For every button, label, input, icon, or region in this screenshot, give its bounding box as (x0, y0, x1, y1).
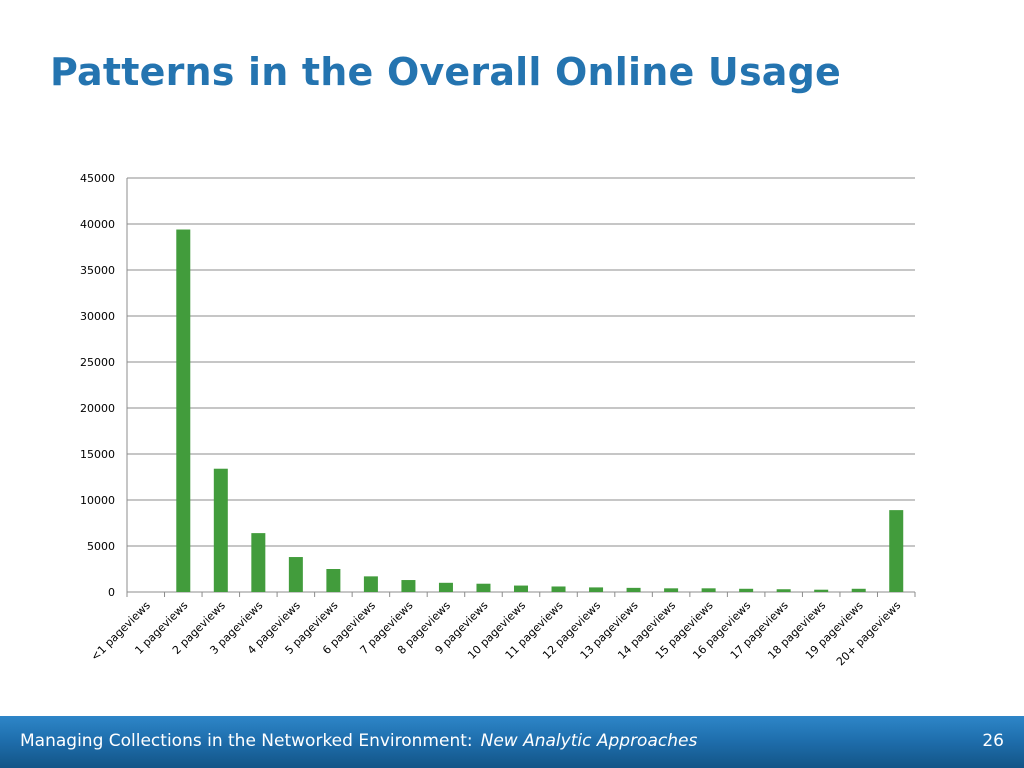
footer-text: Managing Collections in the Networked En… (20, 731, 697, 751)
y-tick-label: 40000 (80, 218, 115, 231)
bar (701, 588, 716, 592)
y-tick-label: 0 (108, 586, 115, 599)
y-tick-label: 15000 (80, 448, 115, 461)
footer-title: Managing Collections in the Networked En… (20, 731, 473, 751)
footer-bar: Managing Collections in the Networked En… (0, 716, 1024, 768)
bar (851, 588, 866, 592)
bar (889, 510, 904, 592)
footer-subtitle: New Analytic Approaches (480, 731, 698, 751)
page-number: 26 (982, 731, 1004, 751)
bar (664, 588, 679, 592)
bar (514, 585, 528, 592)
bar (626, 587, 641, 592)
bar (251, 533, 266, 592)
y-tick-label: 5000 (87, 540, 115, 553)
bar (401, 580, 416, 592)
y-tick-label: 30000 (80, 310, 115, 323)
bar (739, 588, 754, 592)
bar-chart: 0 5000 10000 15000 20000 25000 30000 35000 40000… (80, 172, 916, 669)
bar (438, 582, 453, 592)
bar (213, 468, 228, 592)
y-tick-label: 45000 (80, 172, 115, 185)
bar (176, 229, 191, 592)
x-tick-label: 20+ pageviews (834, 599, 904, 669)
bar (814, 589, 829, 592)
y-tick-label: 35000 (80, 264, 115, 277)
bar (476, 583, 491, 592)
y-tick-label: 25000 (80, 356, 115, 369)
bar (589, 587, 604, 592)
slide-title: Patterns in the Overall Online Usage (50, 50, 842, 94)
bar (776, 589, 791, 592)
bar (551, 586, 566, 592)
y-tick-label: 20000 (80, 402, 115, 415)
y-tick-label: 10000 (80, 494, 115, 507)
bar (288, 557, 303, 592)
bar (363, 576, 378, 592)
bar (326, 569, 341, 592)
